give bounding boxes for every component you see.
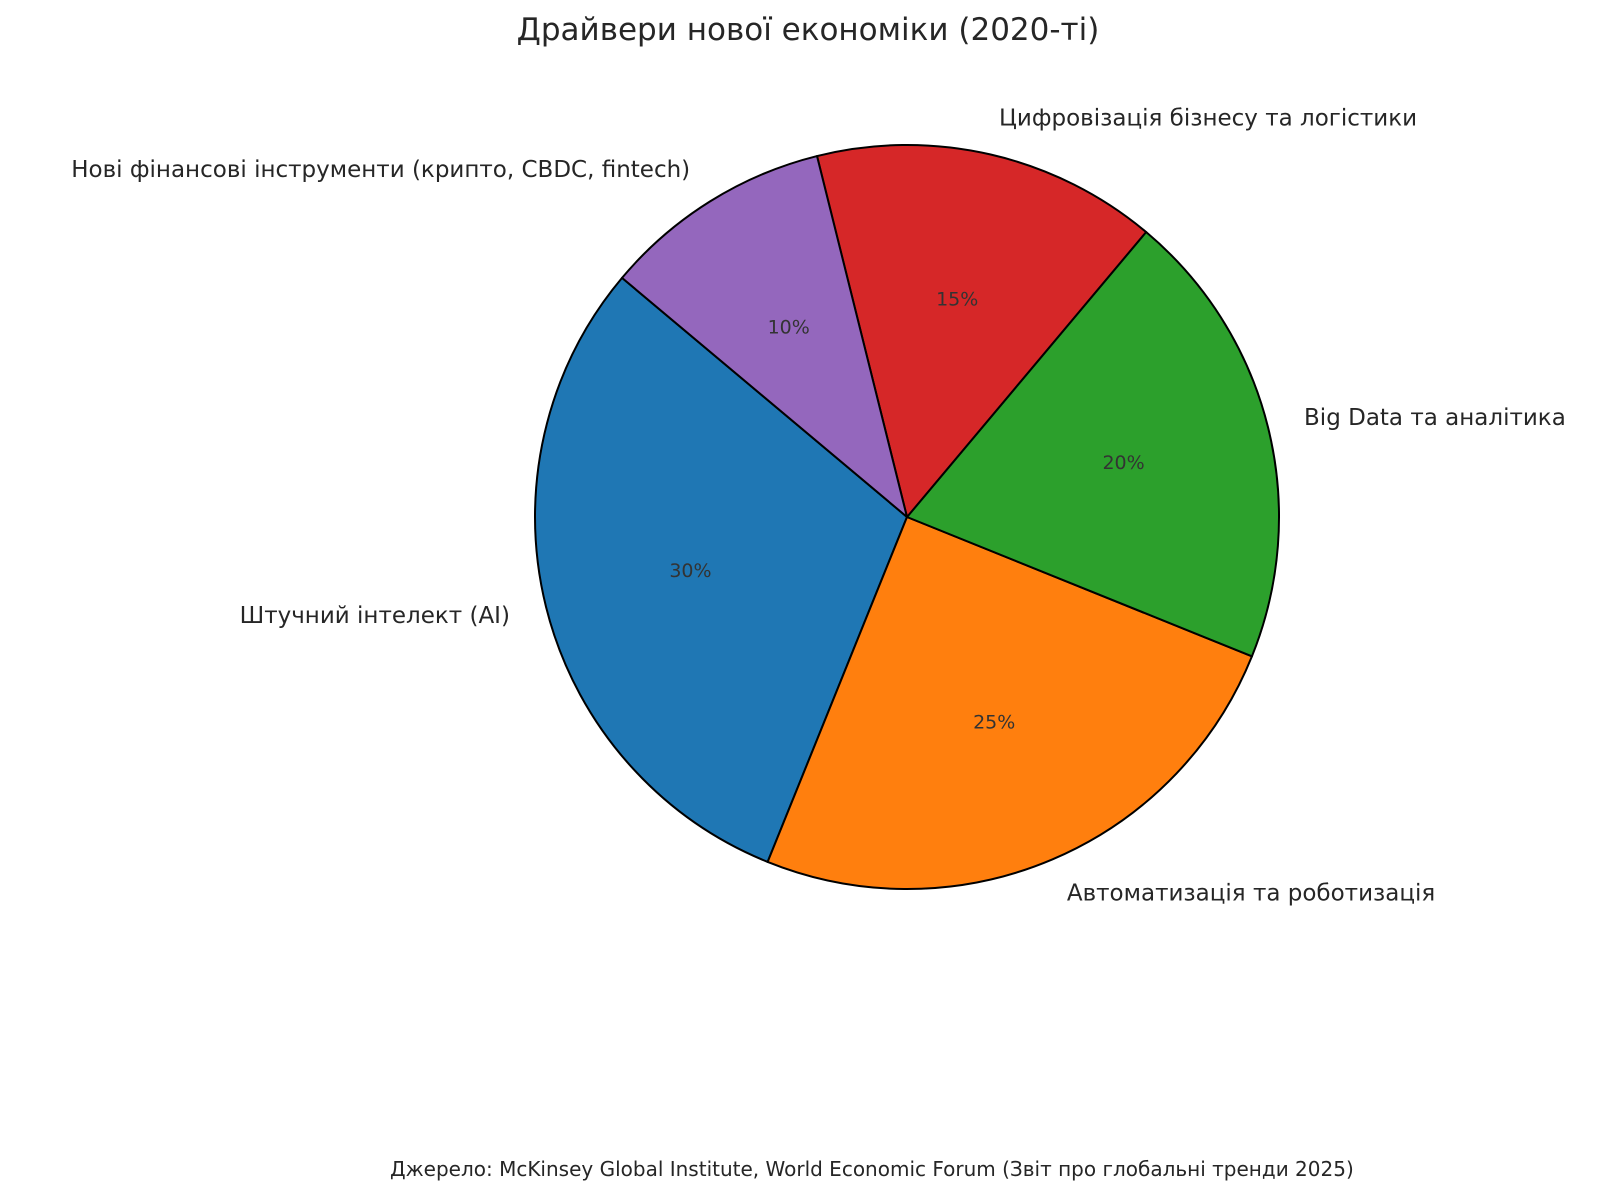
- slice-percent-1: 30%: [669, 560, 711, 582]
- slice-label-2: Автоматизація та роботизація: [1067, 881, 1435, 907]
- slice-percent-5: 10%: [768, 317, 810, 339]
- pie-slices: [534, 144, 1280, 890]
- chart-source: Джерело: McKinsey Global Institute, Worl…: [390, 1157, 1354, 1181]
- pie-slice-1: [534, 276, 908, 863]
- pie-slice-2: [766, 516, 1253, 890]
- pie-slice-3: [906, 231, 1280, 658]
- slice-labels: Штучний інтелект (AI) Автоматизація та ро…: [71, 105, 1566, 906]
- slice-label-4: Цифровізація бізнесу та логістики: [999, 105, 1417, 131]
- pie-slice-4: [816, 144, 1148, 518]
- slice-percent-2: 25%: [973, 711, 1015, 733]
- chart-title: Драйвери нової економіки (2020-ті): [517, 12, 1100, 48]
- slice-percent-labels: 30% 25% 20% 15% 10%: [669, 289, 1144, 734]
- slice-label-1: Штучний інтелект (AI): [240, 603, 510, 629]
- slice-label-5: Нові фінансові інструменти (крипто, CBDC…: [71, 157, 690, 183]
- pie-slice-5: [621, 155, 908, 518]
- slice-label-3: Big Data та аналітика: [1304, 405, 1566, 431]
- slice-percent-4: 15%: [936, 289, 978, 311]
- slice-percent-3: 20%: [1102, 452, 1144, 474]
